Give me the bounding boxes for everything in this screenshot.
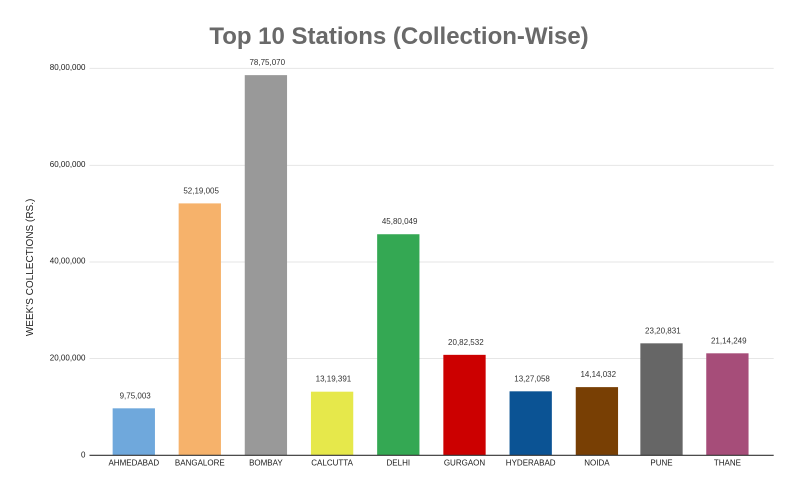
svg-text:20,82,532: 20,82,532 <box>448 338 484 347</box>
svg-text:GURGAON: GURGAON <box>444 459 486 468</box>
svg-text:60,00,000: 60,00,000 <box>50 160 86 169</box>
svg-text:13,27,058: 13,27,058 <box>514 374 550 383</box>
svg-text:HYDERABAD: HYDERABAD <box>506 459 556 468</box>
svg-text:DELHI: DELHI <box>387 459 411 468</box>
svg-text:78,75,070: 78,75,070 <box>249 58 285 67</box>
svg-text:40,00,000: 40,00,000 <box>50 257 86 266</box>
svg-text:BOMBAY: BOMBAY <box>249 459 283 468</box>
svg-text:BANGALORE: BANGALORE <box>175 459 225 468</box>
svg-text:Top 10 Stations (Collection-Wi: Top 10 Stations (Collection-Wise) <box>209 23 588 50</box>
svg-text:14,14,032: 14,14,032 <box>580 370 616 379</box>
svg-text:9,75,003: 9,75,003 <box>120 391 152 400</box>
svg-text:23,20,831: 23,20,831 <box>645 326 681 335</box>
svg-text:52,19,005: 52,19,005 <box>183 186 219 195</box>
svg-text:AHMEDABAD: AHMEDABAD <box>108 459 159 468</box>
svg-text:0: 0 <box>81 450 86 459</box>
svg-text:45,80,049: 45,80,049 <box>382 217 418 226</box>
svg-text:80,00,000: 80,00,000 <box>50 63 86 72</box>
svg-text:13,19,391: 13,19,391 <box>316 375 352 384</box>
svg-text:THANE: THANE <box>714 459 741 468</box>
svg-text:NOIDA: NOIDA <box>584 459 610 468</box>
svg-text:20,00,000: 20,00,000 <box>50 354 86 363</box>
svg-text:CALCUTTA: CALCUTTA <box>311 459 353 468</box>
svg-text:21,14,249: 21,14,249 <box>711 336 747 345</box>
svg-text:PUNE: PUNE <box>650 459 672 468</box>
svg-text:WEEK'S COLLECTIONS (RS.): WEEK'S COLLECTIONS (RS.) <box>25 199 36 337</box>
